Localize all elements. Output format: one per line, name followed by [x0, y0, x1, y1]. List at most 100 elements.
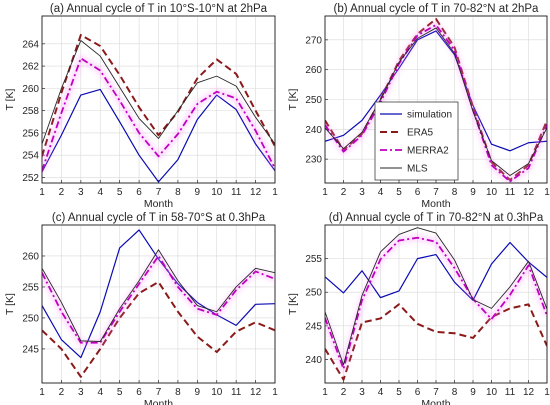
y-axis-label: T [K] [4, 293, 16, 315]
y-tick-label: 250 [22, 313, 39, 324]
y-tick-label: 252 [22, 173, 39, 184]
y-tick-label: 260 [305, 65, 322, 76]
x-tick-label: 5 [117, 387, 123, 398]
x-tick-label: 12 [250, 187, 262, 198]
x-tick-label: 3 [78, 387, 84, 398]
y-tick-label: 245 [305, 321, 322, 332]
x-tick-label: 6 [136, 187, 142, 198]
x-tick-label: 1 [544, 387, 550, 398]
x-tick-label: 7 [433, 187, 439, 198]
panel-a: 1 2 3 4 5 6 7 8 9 10 11 12 1252254256258260262264(a)… [4, 3, 278, 210]
x-tick-label: 8 [175, 387, 181, 398]
series-line-mls [325, 227, 547, 366]
series-line-simulation [42, 88, 275, 183]
x-tick-label: 7 [156, 387, 162, 398]
x-tick-label: 8 [452, 187, 458, 198]
y-tick-label: 240 [305, 355, 322, 366]
y-tick-label: 254 [22, 151, 39, 162]
x-tick-label: 1 [322, 187, 328, 198]
x-tick-label: 5 [117, 187, 123, 198]
y-tick-label: 245 [22, 344, 39, 355]
legend-label-era5: ERA5 [407, 128, 434, 139]
y-tick-label: 258 [22, 106, 39, 117]
x-tick-label: 12 [523, 387, 535, 398]
y-tick-label: 270 [305, 35, 322, 46]
x-tick-label: 1 [39, 187, 45, 198]
y-axis-label: T [K] [4, 88, 16, 110]
panel-title: (b) Annual cycle of T in 70-82°N at 2hPa [334, 3, 540, 15]
x-tick-label: 9 [470, 187, 476, 198]
x-tick-label: 7 [433, 387, 439, 398]
x-tick-label: 4 [378, 387, 384, 398]
x-tick-label: 6 [415, 387, 421, 398]
legend-label-merra2: MERRA2 [407, 146, 449, 157]
x-tick-label: 9 [195, 387, 201, 398]
series-line-merra2 [325, 236, 547, 370]
x-tick-label: 11 [505, 387, 516, 398]
y-axis-label: T [K] [287, 88, 299, 110]
x-tick-label: 5 [396, 387, 402, 398]
panel-title: (d) Annual cycle of T in 70-82°N at 0.3h… [329, 212, 544, 224]
x-tick-label: 4 [97, 387, 103, 398]
series-line-mls [42, 249, 275, 342]
x-tick-label: 2 [59, 387, 65, 398]
x-tick-label: 3 [359, 187, 365, 198]
x-tick-label: 10 [486, 187, 498, 198]
series-line-mls [42, 40, 275, 145]
panel-title: (c) Annual cycle of T in 58-70°S at 0.3h… [52, 212, 266, 224]
y-tick-label: 250 [305, 288, 322, 299]
x-tick-label: 10 [486, 387, 498, 398]
x-axis-label: Month [421, 198, 450, 210]
series-line-merra2 [42, 255, 275, 344]
x-tick-label: 11 [505, 187, 516, 198]
plot-frame [41, 15, 276, 184]
legend-label-mls: MLS [407, 164, 428, 175]
y-tick-label: 264 [22, 39, 39, 50]
x-tick-label: 2 [341, 387, 347, 398]
series-line-mls [325, 27, 547, 176]
x-tick-label: 10 [211, 387, 223, 398]
legend-label-simulation: simulation [407, 110, 452, 121]
x-tick-label: 6 [415, 187, 421, 198]
x-tick-label: 12 [250, 387, 262, 398]
x-tick-label: 9 [470, 387, 476, 398]
y-tick-label: 240 [305, 125, 322, 136]
legend: simulation ERA5 MERRA2 MLS [374, 101, 459, 181]
x-tick-label: 3 [359, 387, 365, 398]
plot-frame [324, 224, 548, 384]
x-tick-label: 2 [59, 187, 65, 198]
series-line-era5 [42, 281, 275, 378]
x-tick-label: 6 [136, 387, 142, 398]
x-tick-label: 5 [396, 187, 402, 198]
y-tick-label: 260 [22, 251, 39, 262]
x-tick-label: 3 [78, 187, 84, 198]
x-tick-label: 8 [175, 187, 181, 198]
y-axis-label: T [K] [287, 293, 299, 315]
x-tick-label: 11 [231, 387, 242, 398]
series-group [42, 33, 275, 183]
y-tick-label: 230 [305, 155, 322, 166]
x-tick-label: 12 [523, 187, 535, 198]
y-tick-label: 256 [22, 128, 39, 139]
series-line-simulation [325, 30, 547, 152]
plot-frame [324, 15, 548, 184]
series-group [325, 17, 547, 183]
series-glow-merra2 [325, 21, 547, 183]
legend-box [374, 101, 459, 181]
panel-title: (a) Annual cycle of T in 10°S-10°N at 2h… [50, 3, 268, 15]
x-axis-label: Month [144, 398, 173, 405]
x-tick-label: 4 [97, 187, 103, 198]
series-line-merra2 [42, 57, 275, 172]
y-tick-label: 255 [305, 254, 322, 265]
x-axis-label: Month [421, 398, 450, 405]
series-line-simulation [325, 241, 547, 301]
x-tick-label: 10 [211, 187, 223, 198]
x-tick-label: 1 [322, 387, 328, 398]
y-tick-label: 262 [22, 62, 39, 73]
x-tick-label: 1 [272, 187, 278, 198]
y-tick-label: 255 [22, 282, 39, 293]
